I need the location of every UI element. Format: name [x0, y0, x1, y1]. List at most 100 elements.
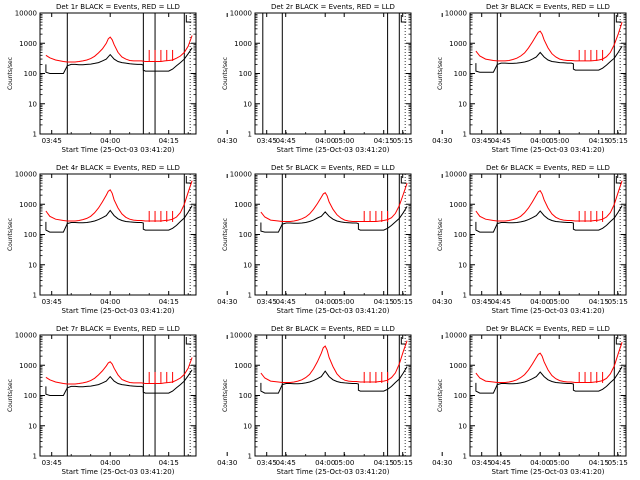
y-tick-label: 10 — [458, 261, 467, 269]
x-tick-label: 04:15 — [374, 298, 394, 306]
events-series-line — [260, 206, 408, 233]
detector-panel: Det 8r BLACK = Events, RED = LLD11010010… — [222, 325, 628, 476]
y-tick-label: 10 — [28, 261, 37, 269]
detector-panel: Det 2r BLACK = Events, RED = LLD11010010… — [222, 3, 628, 154]
x-tick-label: 04:00 — [315, 137, 335, 145]
x-tick-label: 04:15 — [159, 459, 179, 467]
y-axis-label: Counts/sec — [437, 379, 444, 412]
y-tick-label: 1000 — [449, 201, 467, 209]
panel-title: Det 2r BLACK = Events, RED = LLD — [271, 3, 395, 11]
x-tick-label: 05:00 — [334, 459, 354, 467]
y-tick-label: 10 — [28, 422, 37, 430]
y-tick-label: 10 — [458, 100, 467, 108]
panel-title: Det 4r BLACK = Events, RED = LLD — [56, 164, 180, 172]
marker-bracket — [615, 337, 622, 345]
panel-title: Det 6r BLACK = Events, RED = LLD — [486, 164, 610, 172]
y-tick-label: 100 — [24, 392, 37, 400]
x-axis-label: Start Time (25-Oct-03 03:41:20) — [492, 146, 605, 154]
x-axis-label: Start Time (25-Oct-03 03:41:20) — [277, 468, 390, 476]
y-tick-label: 10000 — [15, 332, 37, 340]
x-axis-label: Start Time (25-Oct-03 03:41:20) — [492, 307, 605, 315]
plot-frame — [469, 334, 627, 457]
y-tick-label: 10000 — [15, 171, 37, 179]
panel-title: Det 8r BLACK = Events, RED = LLD — [271, 325, 395, 333]
events-series-line — [45, 369, 193, 396]
y-axis-label: Counts/sec — [7, 57, 14, 90]
x-tick-label: 04:45 — [276, 137, 296, 145]
y-tick-label: 1000 — [19, 201, 37, 209]
y-tick-label: 10000 — [230, 332, 252, 340]
x-tick-label: 04:00 — [315, 298, 335, 306]
panel-title: Det 3r BLACK = Events, RED = LLD — [486, 3, 610, 11]
x-tick-label: 05:00 — [549, 459, 569, 467]
panel-title: Det 1r BLACK = Events, RED = LLD — [56, 3, 180, 11]
x-tick-label: 03:45 — [257, 459, 277, 467]
panel-title: Det 9r BLACK = Events, RED = LLD — [486, 325, 610, 333]
y-tick-label: 100 — [454, 392, 467, 400]
y-tick-label: 10000 — [15, 10, 37, 18]
x-tick-label: 04:15 — [589, 459, 609, 467]
events-series-line — [475, 45, 623, 73]
x-tick-label: 05:15 — [393, 459, 413, 467]
x-tick-label: 04:30 — [432, 459, 452, 467]
x-tick-label: 04:00 — [100, 298, 120, 306]
marker-bracket — [185, 15, 192, 23]
x-tick-label: 04:30 — [432, 137, 452, 145]
x-axis-label: Start Time (25-Oct-03 03:41:20) — [62, 146, 175, 154]
lld-series-line — [45, 180, 193, 222]
y-tick-label: 100 — [239, 231, 252, 239]
x-tick-label: 03:45 — [257, 137, 277, 145]
lld-series-line — [260, 182, 408, 222]
events-series-line — [475, 366, 623, 394]
y-axis: 1 10 100 1000 10000 — [445, 171, 626, 300]
y-tick-label: 1 — [33, 292, 37, 300]
y-axis-label: Counts/sec — [7, 379, 14, 412]
lld-series-line — [260, 340, 408, 383]
y-tick-label: 1 — [463, 292, 467, 300]
x-tick-label: 04:45 — [491, 459, 511, 467]
x-tick-label: 04:15 — [589, 298, 609, 306]
detector-panel: Det 5r BLACK = Events, RED = LLD11010010… — [222, 164, 628, 315]
x-tick-label: 04:30 — [217, 137, 237, 145]
x-tick-label: 04:00 — [100, 137, 120, 145]
x-axis-label: Start Time (25-Oct-03 03:41:20) — [62, 468, 175, 476]
y-tick-label: 1 — [248, 131, 252, 139]
y-tick-label: 1000 — [449, 40, 467, 48]
y-tick-label: 1 — [33, 453, 37, 461]
x-axis-label: Start Time (25-Oct-03 03:41:20) — [277, 307, 390, 315]
detector-panel: Det 6r BLACK = Events, RED = LLD 1 10 100 10… — [437, 164, 627, 315]
y-axis: 1 10 100 1000 10000 — [230, 10, 411, 139]
x-tick-label: 04:00 — [530, 459, 550, 467]
x-tick-label: 04:15 — [159, 298, 179, 306]
x-tick-label: 05:00 — [334, 137, 354, 145]
y-tick-label: 100 — [454, 231, 467, 239]
y-tick-label: 100 — [239, 392, 252, 400]
y-tick-label: 1 — [463, 131, 467, 139]
y-axis: 1 10 100 1000 10000 — [15, 332, 196, 461]
x-tick-label: 03:45 — [42, 298, 62, 306]
detector-panel: Det 4r BLACK = Events, RED = LLD 1 10 100 10… — [7, 164, 413, 315]
y-tick-label: 10 — [243, 422, 252, 430]
x-tick-label: 05:15 — [608, 459, 628, 467]
y-tick-label: 1000 — [234, 201, 252, 209]
y-tick-label: 10 — [28, 100, 37, 108]
x-tick-label: 05:00 — [334, 298, 354, 306]
y-tick-label: 10 — [243, 100, 252, 108]
y-tick-label: 100 — [24, 231, 37, 239]
detector-panel: Det 1r BLACK = Events, RED = LLD11010010… — [7, 3, 413, 154]
y-axis: 1 10 100 1000 10000 — [445, 10, 626, 139]
x-tick-label: 04:15 — [374, 137, 394, 145]
x-axis-label: Start Time (25-Oct-03 03:41:20) — [277, 146, 390, 154]
x-tick-label: 04:00 — [100, 459, 120, 467]
y-axis-label: Counts/sec — [222, 57, 229, 90]
plot-frame — [469, 12, 627, 135]
y-tick-label: 1000 — [19, 40, 37, 48]
y-tick-label: 100 — [454, 70, 467, 78]
x-tick-label: 03:45 — [257, 298, 277, 306]
detector-panel: Det 9r BLACK = Events, RED = LLD 1 10 100 10… — [437, 325, 627, 476]
